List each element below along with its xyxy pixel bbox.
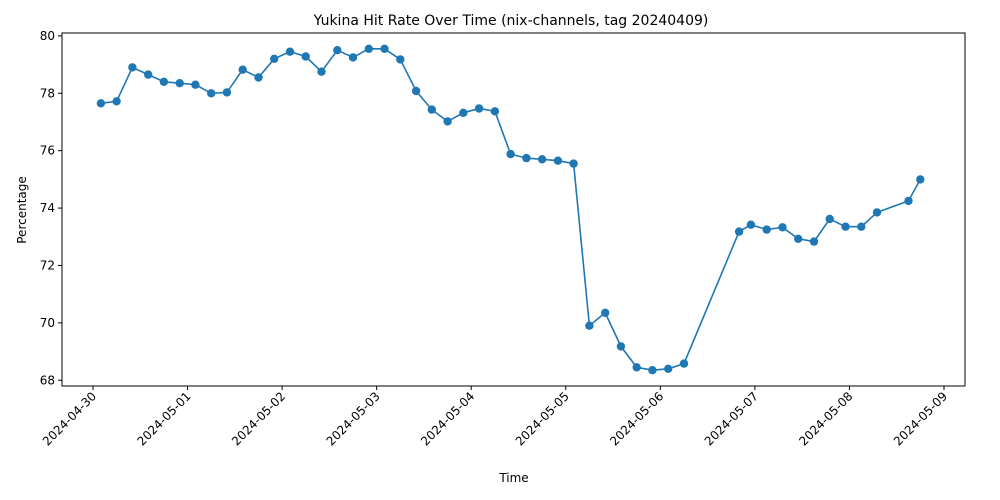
data-point <box>553 156 563 165</box>
data-point <box>348 53 358 62</box>
plot-frame <box>61 32 966 387</box>
data-point <box>222 88 232 97</box>
data-point <box>159 77 169 87</box>
y-tick-label: 78 <box>40 86 55 100</box>
data-point <box>175 79 184 88</box>
x-tick-label: 2024-05-03 <box>324 389 383 448</box>
y-tick-label: 80 <box>40 29 55 43</box>
y-axis-label: Percentage <box>15 176 29 244</box>
data-point <box>474 104 484 113</box>
y-tick-label: 72 <box>40 258 55 272</box>
data-point <box>762 225 771 234</box>
data-point <box>396 55 405 64</box>
x-tick-label: 2024-05-09 <box>891 389 950 448</box>
data-point <box>648 366 657 375</box>
data-point <box>601 308 610 317</box>
data-point <box>522 153 531 163</box>
data-point <box>254 73 263 82</box>
data-point <box>238 65 247 74</box>
x-tick-label: 2024-05-07 <box>702 389 761 448</box>
data-point <box>191 80 200 89</box>
data-point <box>443 117 452 126</box>
data-point <box>490 107 500 116</box>
data-point <box>128 63 137 72</box>
data-point <box>679 359 689 368</box>
data-point <box>144 70 153 79</box>
data-point <box>632 363 641 372</box>
y-tick-label: 76 <box>40 144 55 158</box>
x-tick-label: 2024-05-06 <box>607 389 666 448</box>
data-point <box>616 342 626 351</box>
x-tick-label: 2024-04-30 <box>40 389 99 448</box>
data-point <box>664 364 673 373</box>
data-point <box>794 234 803 243</box>
data-point <box>872 208 882 217</box>
data-point <box>270 54 279 63</box>
data-point <box>825 214 834 224</box>
data-point <box>734 227 744 236</box>
y-tick-label: 74 <box>40 201 55 215</box>
data-markers <box>96 44 925 375</box>
x-tick-label: 2024-05-05 <box>513 389 572 448</box>
data-point <box>585 321 594 330</box>
data-point <box>207 89 216 98</box>
data-point <box>537 155 547 164</box>
data-point <box>364 44 373 53</box>
x-tick-label: 2024-05-01 <box>134 389 193 448</box>
data-point <box>841 222 850 231</box>
y-axis: 68 70 72 74 76 78 80 <box>40 29 62 387</box>
data-point <box>778 223 787 232</box>
data-point <box>506 149 515 159</box>
data-point <box>285 47 295 56</box>
data-point <box>301 52 310 61</box>
series-line <box>100 48 922 372</box>
data-point <box>317 67 326 76</box>
x-tick-label: 2024-05-04 <box>418 389 477 448</box>
chart-title: Yukina Hit Rate Over Time (nix-channels,… <box>313 13 709 29</box>
y-tick-label: 68 <box>40 373 55 387</box>
y-tick-label: 70 <box>40 316 55 330</box>
x-tick-label: 2024-05-02 <box>229 389 288 448</box>
data-point <box>96 99 106 108</box>
data-point <box>333 46 342 55</box>
data-point <box>459 108 468 118</box>
data-point <box>112 97 121 106</box>
data-point <box>904 196 913 206</box>
data-point <box>427 105 436 114</box>
data-point <box>746 220 756 229</box>
data-point <box>809 237 819 246</box>
data-point <box>857 222 866 231</box>
x-tick-label: 2024-05-08 <box>796 389 855 448</box>
x-axis-label: Time <box>498 471 528 485</box>
data-point <box>411 86 421 96</box>
data-point <box>569 159 578 168</box>
x-axis: 2024-04-30 2024-05-01 2024-05-02 2024-05-03… <box>40 386 950 448</box>
data-point <box>380 44 389 53</box>
data-point <box>916 175 925 184</box>
